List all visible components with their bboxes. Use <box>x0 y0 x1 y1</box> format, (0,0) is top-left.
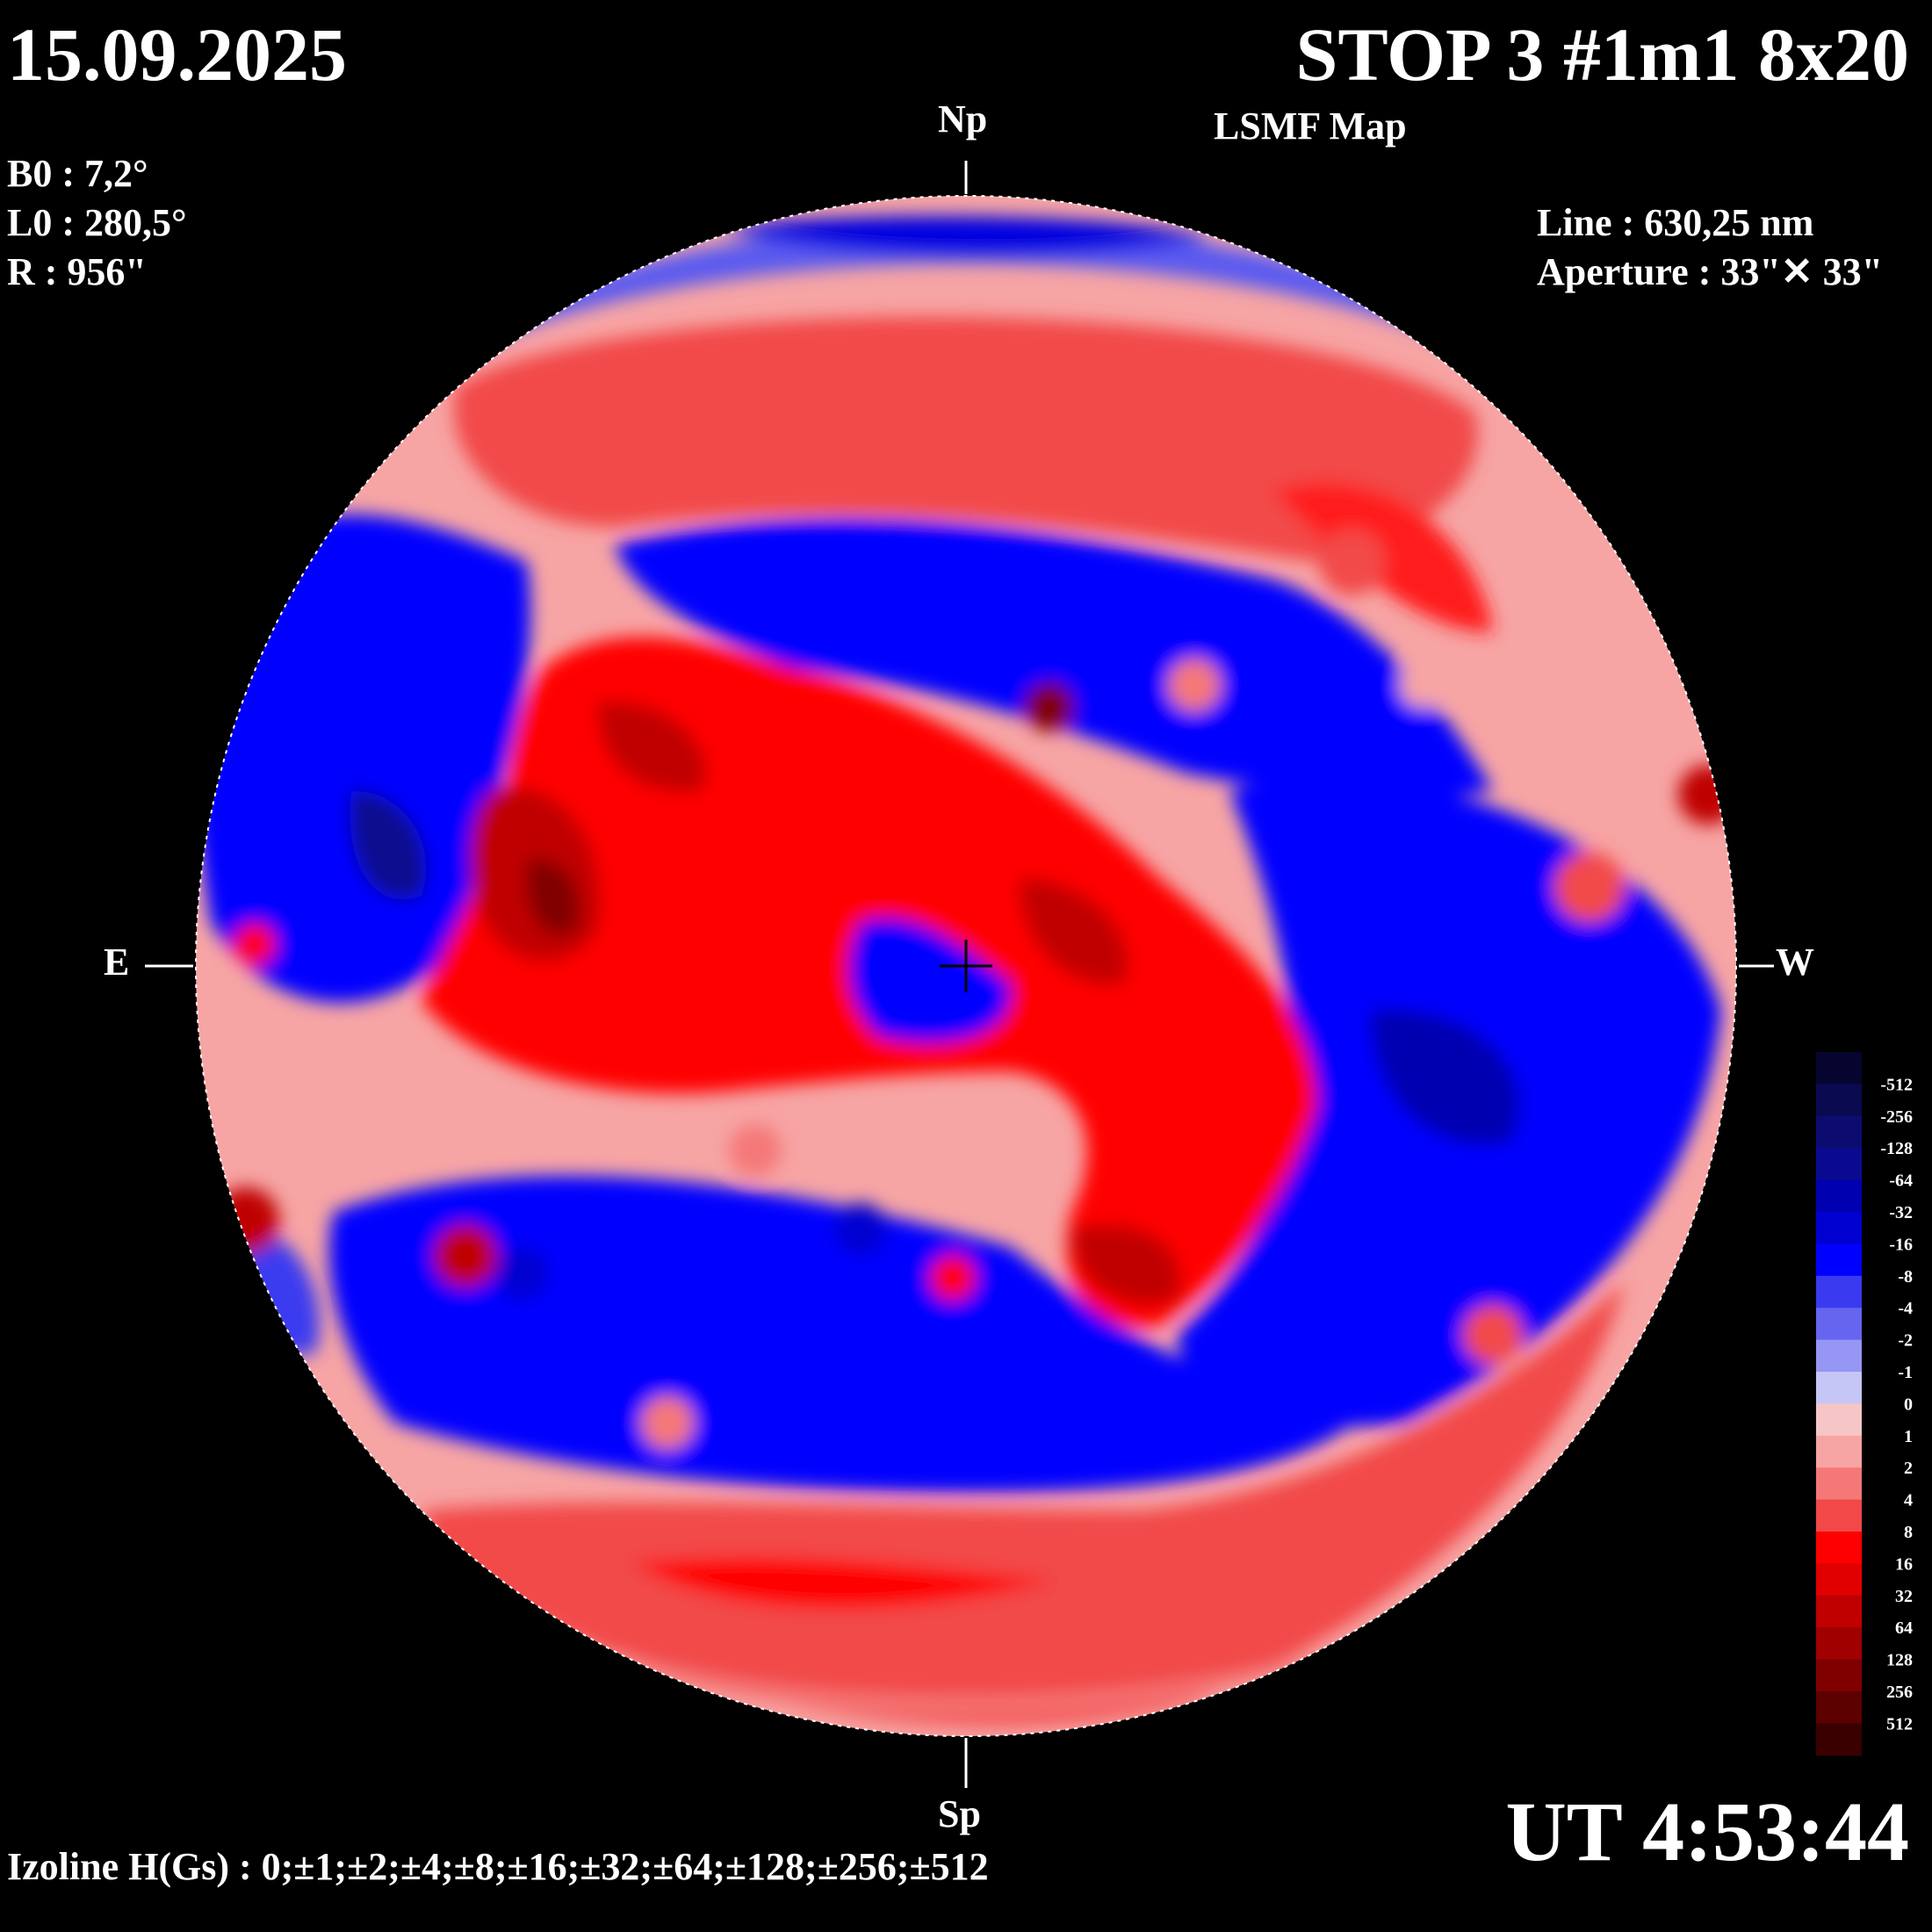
legend-band <box>1816 1084 1862 1117</box>
observation-date: 15.09.2025 <box>7 12 347 97</box>
north-positive-band <box>453 316 1478 562</box>
legend-level-label: 0 <box>1904 1395 1913 1414</box>
legend-band <box>1816 1115 1862 1149</box>
ut-time: UT 4:53:44 <box>1505 1784 1909 1878</box>
legend-level-label: -16 <box>1889 1235 1913 1254</box>
legend-level-label: 64 <box>1895 1618 1913 1638</box>
south-pole-label: Sp <box>938 1792 981 1835</box>
north-pole-label: Np <box>938 97 988 141</box>
legend-level-label: -2 <box>1898 1331 1913 1351</box>
north-positive-spot <box>1025 682 1074 732</box>
legend-band <box>1816 1659 1862 1692</box>
legend-level-label: -512 <box>1880 1075 1913 1094</box>
west-label: W <box>1776 941 1814 984</box>
legend-band <box>1816 1403 1862 1437</box>
legend-band <box>1816 1275 1862 1308</box>
legend-level-label: -4 <box>1898 1299 1913 1318</box>
map-subtitle: LSMF Map <box>1214 105 1407 148</box>
field-strength-legend: -512 -256 -128 -64 -32 -16 -8 -4 -2 -1 0 1 2 4 8 16 32 64… <box>1816 1052 1913 1756</box>
magnetic-field-disk <box>196 196 1736 1736</box>
legend-level-label: -8 <box>1898 1267 1913 1287</box>
legend-band <box>1816 1179 1862 1213</box>
legend-band <box>1816 1691 1862 1724</box>
legend-level-label: -1 <box>1898 1363 1913 1382</box>
map-title: STOP 3 #1m1 8x20 <box>1295 12 1909 97</box>
legend-band <box>1816 1595 1862 1628</box>
legend-level-label: -32 <box>1889 1203 1913 1222</box>
b0-parameter: B0 : 7,2° <box>7 152 148 195</box>
legend-band <box>1816 1532 1862 1564</box>
east-label: E <box>104 941 130 984</box>
legend-band <box>1816 1339 1862 1373</box>
east-negative-region <box>196 515 530 1003</box>
legend-level-label: 128 <box>1886 1651 1913 1670</box>
legend-level-label: 16 <box>1895 1554 1913 1574</box>
legend-band <box>1816 1435 1862 1468</box>
legend-level-label: 32 <box>1895 1587 1913 1606</box>
disk-limb <box>195 195 1737 1737</box>
legend-level-label: 8 <box>1904 1523 1913 1542</box>
legend-level-label: 256 <box>1886 1683 1913 1702</box>
legend-band <box>1816 1627 1862 1661</box>
legend-band <box>1816 1244 1862 1277</box>
legend-band <box>1816 1467 1862 1501</box>
legend-band <box>1816 1723 1862 1756</box>
legend-level-label: -256 <box>1880 1107 1913 1127</box>
legend-level-label: 512 <box>1886 1714 1913 1734</box>
legend-band <box>1816 1563 1862 1597</box>
south-negative-band <box>328 1176 1370 1493</box>
aperture-label: Aperture : 33"✕ 33" <box>1537 250 1884 293</box>
izoline-caption: Izoline H(Gs) : 0;±1;±2;±4;±8;±16;±32;±6… <box>7 1845 989 1888</box>
legend-level-label: 4 <box>1904 1491 1913 1510</box>
legend-band <box>1816 1308 1862 1341</box>
legend-band <box>1816 1212 1862 1244</box>
north-polar-negative-region <box>439 224 1510 369</box>
radius-parameter: R : 956" <box>7 250 147 293</box>
spectral-line-label: Line : 630,25 nm <box>1537 201 1814 244</box>
south-positive-band <box>422 1282 1625 1727</box>
legend-level-label: 1 <box>1904 1427 1913 1446</box>
legend-band <box>1816 1372 1862 1404</box>
legend-level-label: -128 <box>1880 1139 1913 1158</box>
north-negative-band <box>615 518 1493 798</box>
legend-band <box>1816 1148 1862 1181</box>
legend-band <box>1816 1499 1862 1532</box>
legend-level-label: -64 <box>1889 1171 1913 1191</box>
legend-level-label: 2 <box>1904 1459 1913 1478</box>
l0-parameter: L0 : 280,5° <box>7 201 187 244</box>
central-negative-patch <box>848 918 1011 1043</box>
legend-band <box>1816 1052 1862 1085</box>
